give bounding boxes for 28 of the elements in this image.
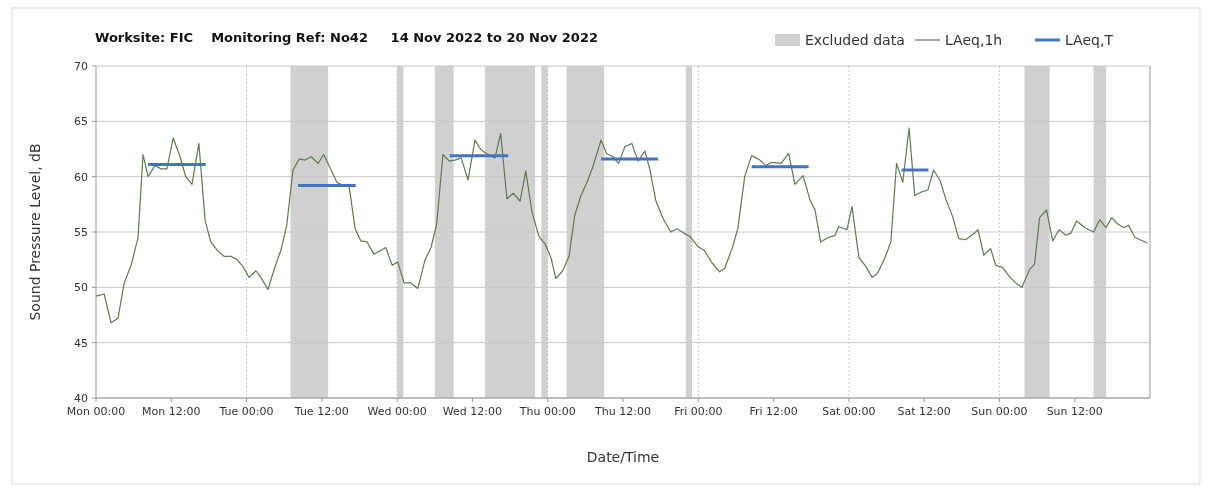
- x-tick-label: Wed 00:00: [367, 405, 427, 418]
- x-tick-label: Wed 12:00: [442, 405, 503, 418]
- legend-label: LAeq,1h: [945, 31, 1003, 48]
- x-tick-label: Tue 12:00: [293, 405, 349, 418]
- x-tick-label: Sat 12:00: [897, 405, 951, 418]
- x-tick-label: Sat 00:00: [822, 405, 876, 418]
- x-tick-label: Mon 12:00: [142, 405, 201, 418]
- legend-label: LAeq,T: [1065, 31, 1114, 48]
- y-tick-label: 55: [74, 225, 88, 239]
- y-axis-title: Sound Pressure Level, dB: [27, 143, 43, 321]
- x-tick-label: Thu 00:00: [518, 405, 576, 418]
- y-tick-label: 50: [74, 281, 88, 295]
- x-tick-label: Fri 00:00: [674, 405, 723, 418]
- y-tick-label: 65: [74, 115, 88, 129]
- x-tick-label: Fri 12:00: [749, 405, 798, 418]
- x-tick-label: Mon 00:00: [66, 405, 126, 418]
- line-series: [95, 127, 1149, 324]
- x-tick-label: Sun 12:00: [1046, 405, 1103, 418]
- x-tick-label: Tue 00:00: [218, 405, 274, 418]
- y-tick-label: 60: [74, 170, 88, 184]
- chart-title: Worksite: FIC Monitoring Ref: No42 14 Nov 2022 to 20 Nov 2022: [95, 30, 599, 45]
- y-tick-label: 45: [74, 336, 88, 350]
- y-tick-label: 40: [74, 391, 88, 405]
- x-axis-title: Date/Time: [586, 449, 660, 465]
- legend-label: Excluded data: [805, 31, 905, 48]
- y-tick-label: 70: [74, 59, 88, 73]
- x-tick-label: Sun 00:00: [971, 405, 1028, 418]
- x-tick-label: Thu 12:00: [594, 405, 651, 418]
